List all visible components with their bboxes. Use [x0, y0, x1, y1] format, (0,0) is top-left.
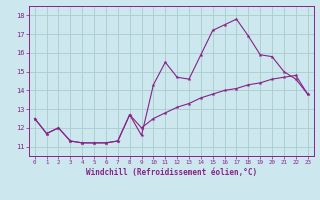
X-axis label: Windchill (Refroidissement éolien,°C): Windchill (Refroidissement éolien,°C) — [86, 168, 257, 177]
